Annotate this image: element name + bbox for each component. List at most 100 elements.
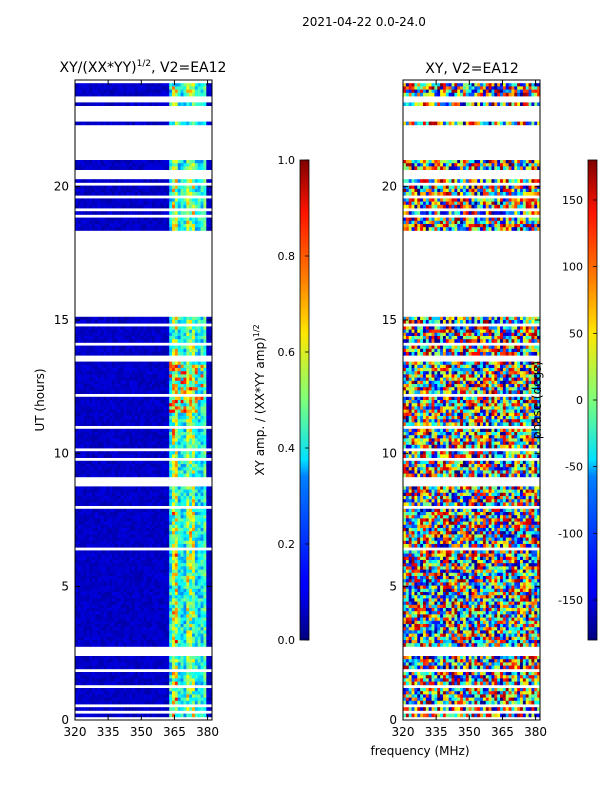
amplitude-cell (100, 582, 104, 586)
amplitude-cell (180, 380, 184, 385)
amplitude-cell (169, 467, 173, 471)
amplitude-cell (97, 160, 102, 164)
amplitude-cell (114, 400, 119, 404)
amplitude-cell (132, 336, 136, 340)
amplitude-cell (109, 550, 113, 554)
amplitude-cell (109, 598, 113, 602)
amplitude-cell (77, 406, 82, 410)
amplitude-cell (86, 598, 90, 602)
amplitude-cell (163, 508, 167, 513)
amplitude-cell (160, 592, 164, 596)
amplitude-cell (134, 441, 139, 446)
amplitude-cell (137, 614, 142, 618)
amplitude-cell (140, 83, 144, 87)
amplitude-cell (157, 422, 162, 426)
amplitude-cell (77, 524, 82, 529)
amplitude-cell (146, 387, 150, 391)
amplitude-cell (77, 537, 82, 542)
amplitude-cell (109, 518, 113, 522)
amplitude-cell (152, 569, 156, 574)
amplitude-cell (163, 432, 167, 436)
amplitude-cell (163, 441, 167, 446)
amplitude-cell (120, 608, 124, 612)
amplitude-cell (83, 400, 87, 404)
amplitude-cell (134, 368, 139, 372)
amplitude-cell (109, 496, 113, 500)
amplitude-cell (149, 406, 153, 410)
amplitude-cell (180, 217, 184, 222)
amplitude-cell (97, 489, 102, 494)
amplitude-cell (120, 412, 124, 417)
amplitude-cell (92, 326, 96, 330)
amplitude-cell (189, 508, 193, 513)
amplitude-cell (177, 576, 181, 580)
amplitude-cell (83, 473, 87, 478)
amplitude-cell (160, 329, 164, 334)
amplitude-cell (200, 409, 204, 414)
amplitude-cell (149, 569, 153, 574)
amplitude-cell (129, 528, 133, 532)
amplitude-cell (203, 352, 207, 356)
amplitude-cell (114, 601, 119, 606)
amplitude-cell (117, 403, 122, 407)
amplitude-cell (80, 204, 84, 209)
amplitude-cell (166, 617, 170, 622)
amplitude-cell (143, 569, 147, 574)
amplitude-cell (109, 492, 113, 497)
amplitude-cell (169, 617, 173, 622)
amplitude-cell (103, 217, 107, 222)
amplitude-cell (123, 582, 127, 586)
amplitude-cell (177, 428, 181, 433)
amplitude-cell (97, 316, 102, 321)
amplitude-cell (163, 390, 167, 394)
amplitude-cell (112, 486, 116, 490)
amplitude-cell (206, 220, 210, 225)
amplitude-cell (140, 320, 144, 324)
amplitude-cell (174, 572, 179, 577)
amplitude-cell (109, 486, 113, 490)
amplitude-cell (117, 121, 122, 126)
amplitude-cell (143, 416, 147, 420)
amplitude-cell (114, 89, 119, 94)
amplitude-cell (143, 441, 147, 446)
amplitude-cell (192, 400, 196, 404)
amplitude-cell (89, 217, 93, 222)
amplitude-cell (77, 188, 82, 193)
amplitude-cell (172, 486, 176, 490)
amplitude-cell (92, 496, 96, 500)
amplitude-cell (206, 179, 210, 183)
amplitude-cell (114, 534, 119, 538)
amplitude-cell (177, 496, 181, 500)
amplitude-cell (75, 412, 79, 417)
amplitude-cell (89, 377, 93, 382)
amplitude-cell (117, 102, 122, 106)
amplitude-cell (200, 380, 204, 385)
amplitude-cell (137, 496, 142, 500)
amplitude-cell (143, 409, 147, 414)
amplitude-cell (163, 454, 167, 458)
amplitude-cell (154, 86, 159, 90)
amplitude-cell (160, 326, 164, 330)
amplitude-cell (203, 224, 207, 228)
amplitude-cell (143, 422, 147, 426)
amplitude-cell (109, 348, 113, 353)
amplitude-cell (92, 419, 96, 423)
amplitude-cell (177, 601, 181, 606)
amplitude-cell (97, 569, 102, 574)
amplitude-cell (194, 345, 199, 350)
amplitude-cell (206, 380, 210, 385)
amplitude-cell (140, 614, 144, 618)
amplitude-cell (186, 620, 190, 625)
amplitude-cell (169, 227, 173, 231)
amplitude-cell (186, 588, 190, 593)
amplitude-cell (209, 435, 212, 439)
amplitude-cell (129, 611, 133, 615)
amplitude-cell (120, 361, 124, 366)
amplitude-cell (120, 224, 124, 228)
amplitude-cell (86, 572, 90, 577)
amplitude-cell (123, 406, 127, 410)
amplitude-cell (126, 614, 130, 618)
amplitude-cell (180, 211, 184, 215)
amplitude-cell (120, 329, 124, 334)
amplitude-cell (109, 540, 113, 545)
